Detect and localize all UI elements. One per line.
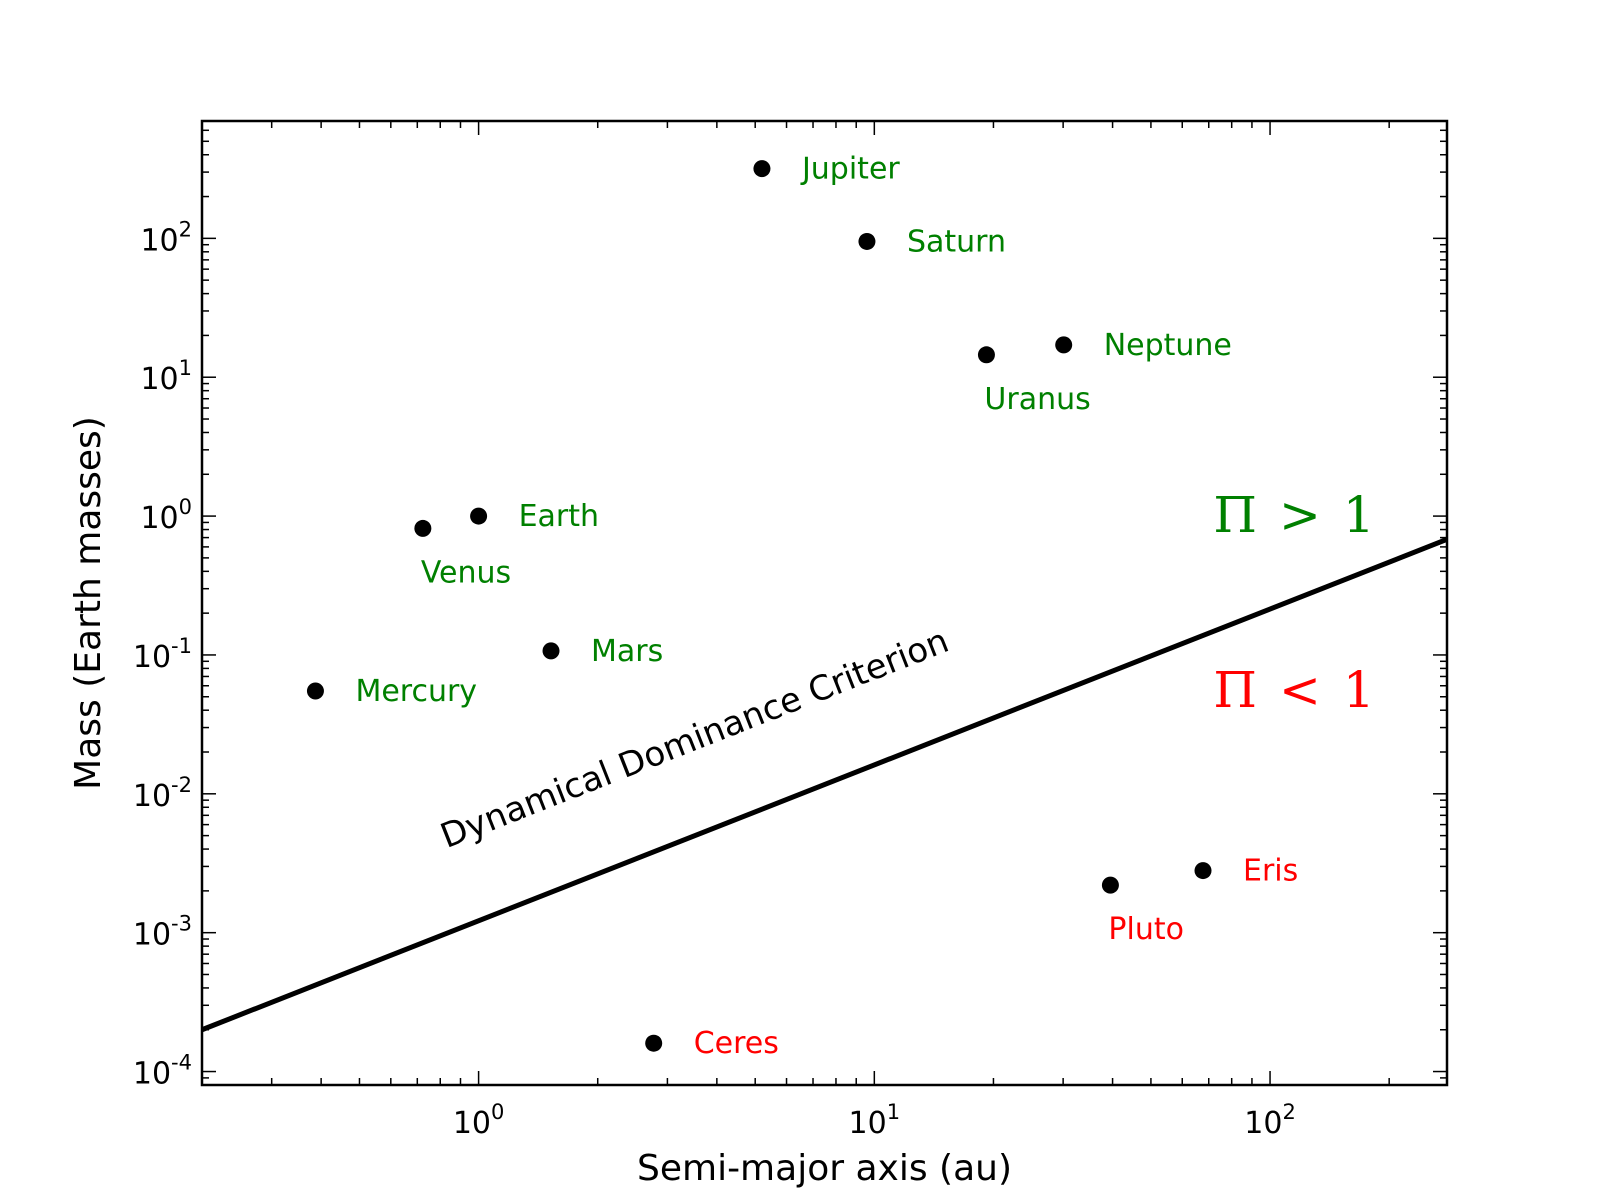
region-label-below: Π <1 [1213, 661, 1374, 719]
point-saturn [858, 232, 876, 250]
y-tick-label: 101 [140, 356, 192, 397]
y-tick-label: 10-1 [133, 634, 192, 675]
x-axis-label: Semi-major axis (au) [637, 1148, 1012, 1189]
point-jupiter [753, 160, 771, 178]
y-tick-label: 102 [140, 217, 192, 258]
y-tick-label: 100 [140, 495, 192, 536]
y-axis-label: Mass (Earth masses) [68, 416, 109, 790]
point-label-venus: Venus [421, 555, 511, 590]
y-tick-label: 10-2 [133, 773, 192, 814]
point-ceres [645, 1034, 663, 1052]
x-tick-label: 102 [1244, 1100, 1296, 1141]
x-tick-label: 101 [849, 1100, 901, 1141]
point-label-eris: Eris [1243, 854, 1298, 889]
plot-frame [200, 119, 1449, 1087]
region-label-above: Π >1 [1213, 486, 1374, 544]
point-venus [414, 519, 432, 537]
x-tick-label: 100 [453, 1100, 505, 1141]
point-earth [470, 507, 488, 525]
point-neptune [1055, 336, 1073, 354]
criterion-line [202, 537, 1447, 1033]
point-mercury [306, 682, 324, 700]
point-mars [542, 642, 560, 660]
point-label-saturn: Saturn [907, 224, 1006, 259]
axis-ticks: 100 101 102 10-4 10-3 10-2 10-1 100 101 102 [133, 120, 1447, 1141]
y-tick-label: 10-3 [133, 912, 192, 953]
point-label-mars: Mars [591, 634, 663, 669]
point-pluto [1101, 876, 1119, 894]
point-uranus [977, 346, 995, 364]
point-label-neptune: Neptune [1104, 328, 1232, 363]
point-label-uranus: Uranus [984, 382, 1090, 417]
point-label-earth: Earth [519, 499, 599, 534]
point-label-pluto: Pluto [1108, 912, 1184, 947]
point-eris [1194, 862, 1212, 880]
point-label-jupiter: Jupiter [800, 152, 900, 187]
point-label-mercury: Mercury [355, 674, 477, 709]
y-tick-label: 10-4 [133, 1051, 192, 1092]
point-label-ceres: Ceres [694, 1026, 779, 1061]
